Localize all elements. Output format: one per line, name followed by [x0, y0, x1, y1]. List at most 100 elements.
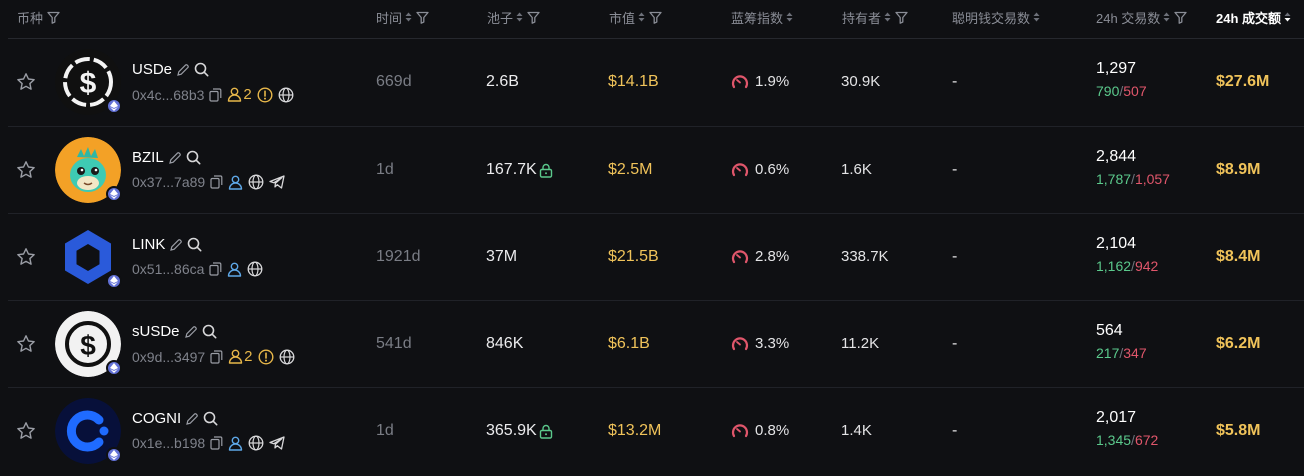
token-logo[interactable]: $ [55, 49, 121, 115]
header-token[interactable]: 币种 [17, 0, 60, 34]
user-icon[interactable] [227, 87, 242, 102]
filter-icon[interactable] [895, 11, 908, 24]
token-symbol[interactable]: USDe [132, 61, 209, 78]
table-row[interactable]: $ USDe 0x4c...68b3 2 669d 2.6B $14.1B 1.… [8, 38, 1304, 125]
buys-count: 217 [1096, 345, 1120, 361]
user-icon[interactable] [227, 262, 242, 277]
pool-liquidity: 365.9K [486, 422, 553, 440]
telegram-icon[interactable] [269, 175, 285, 189]
sort-icon[interactable] [405, 12, 412, 22]
sort-icon[interactable] [884, 12, 891, 22]
address-text: 0x51...86ca [132, 261, 205, 277]
token-address[interactable]: 0x9d...3497 2 [132, 348, 295, 365]
token-logo[interactable] [55, 137, 121, 203]
tx-count: 2,104 [1096, 235, 1137, 252]
star-icon[interactable] [16, 333, 38, 355]
ethereum-icon [106, 360, 122, 376]
token-address[interactable]: 0x1e...b198 [132, 435, 285, 451]
bluechip-value: 1.9% [755, 73, 790, 90]
split-slash: / [1131, 258, 1135, 274]
holders-count: 30.9K [841, 73, 881, 90]
header-tx24[interactable]: 24h 交易数 [1096, 0, 1187, 34]
copy-icon[interactable] [210, 349, 223, 364]
filter-icon[interactable] [416, 11, 429, 24]
table-row[interactable]: LINK 0x51...86ca 1921d 37M $21.5B 2.8% 3… [8, 213, 1304, 300]
token-symbol[interactable]: BZIL [132, 149, 201, 166]
token-address[interactable]: 0x51...86ca [132, 261, 263, 277]
header-tx24-label: 24h 交易数 [1096, 10, 1161, 26]
edit-icon[interactable] [184, 325, 198, 339]
pool-value: 37M [486, 248, 518, 265]
address-text: 0x37...7a89 [132, 174, 206, 190]
warning-icon[interactable] [258, 348, 274, 365]
star-icon[interactable] [16, 159, 38, 181]
edit-icon[interactable] [176, 63, 190, 77]
split-slash: / [1119, 345, 1124, 361]
header-holders[interactable]: 持有者 [842, 0, 908, 34]
edit-icon[interactable] [169, 238, 183, 252]
symbol-text: COGNI [132, 410, 182, 427]
filter-icon[interactable] [1174, 11, 1187, 24]
globe-icon[interactable] [247, 261, 263, 277]
smart-money-tx: - [952, 422, 958, 439]
token-address[interactable]: 0x4c...68b3 2 [132, 86, 294, 103]
search-icon[interactable] [194, 62, 209, 77]
star-icon[interactable] [16, 246, 38, 268]
copy-icon[interactable] [209, 262, 222, 276]
lock-icon [539, 163, 553, 178]
token-symbol[interactable]: COGNI [132, 410, 218, 427]
search-icon[interactable] [203, 411, 218, 426]
search-icon[interactable] [187, 237, 202, 252]
copy-icon[interactable] [209, 87, 222, 102]
bluechip-value: 3.3% [755, 335, 790, 352]
sort-icon[interactable] [1163, 12, 1170, 22]
sort-icon[interactable] [786, 12, 793, 22]
sort-icon[interactable] [1033, 12, 1040, 22]
globe-icon[interactable] [278, 87, 294, 103]
globe-icon[interactable] [248, 435, 264, 451]
copy-icon[interactable] [210, 436, 223, 450]
token-logo[interactable] [55, 398, 121, 464]
header-pool[interactable]: 池子 [487, 0, 540, 34]
telegram-icon[interactable] [269, 436, 285, 450]
ethereum-icon [106, 98, 122, 114]
header-bluechip[interactable]: 蓝筹指数 [731, 0, 793, 34]
filter-icon[interactable] [649, 11, 662, 24]
globe-icon[interactable] [248, 174, 264, 190]
token-symbol[interactable]: LINK [132, 236, 202, 253]
globe-icon[interactable] [279, 349, 295, 365]
filter-icon[interactable] [47, 11, 60, 24]
tx-count: 2,017 [1096, 409, 1137, 426]
table-row[interactable]: BZIL 0x37...7a89 1d 167.7K $2.5M 0.6% 1.… [8, 126, 1304, 213]
gauge-icon [731, 336, 749, 352]
sort-icon[interactable] [516, 12, 523, 22]
token-address[interactable]: 0x37...7a89 [132, 174, 285, 190]
holders-badge: 2 [244, 348, 253, 365]
buy-sell-split: 217/347 [1096, 345, 1147, 361]
header-vol24[interactable]: 24h 成交额 [1216, 0, 1291, 34]
age: 1921d [376, 248, 421, 265]
star-icon[interactable] [16, 71, 38, 93]
sort-icon[interactable] [638, 12, 645, 22]
header-mcap[interactable]: 市值 [609, 0, 662, 34]
star-icon[interactable] [16, 420, 38, 442]
search-icon[interactable] [202, 324, 217, 339]
table-row[interactable]: $ sUSDe 0x9d...3497 2 541d 846K $6.1B 3.… [8, 300, 1304, 387]
edit-icon[interactable] [168, 151, 182, 165]
header-smart-money[interactable]: 聪明钱交易数 [952, 0, 1040, 34]
warning-icon[interactable] [257, 86, 273, 103]
token-logo[interactable]: $ [55, 311, 121, 377]
table-row[interactable]: COGNI 0x1e...b198 1d 365.9K $13.2M 0.8% … [8, 387, 1304, 474]
user-icon[interactable] [228, 175, 243, 190]
edit-icon[interactable] [185, 412, 199, 426]
copy-icon[interactable] [210, 175, 223, 189]
search-icon[interactable] [186, 150, 201, 165]
market-cap: $13.2M [608, 422, 662, 439]
sort-desc-icon[interactable] [1284, 12, 1291, 22]
sells-count: 347 [1123, 345, 1147, 361]
token-symbol[interactable]: sUSDe [132, 323, 217, 340]
filter-icon[interactable] [527, 11, 540, 24]
user-icon[interactable] [228, 349, 243, 364]
header-age[interactable]: 时间 [376, 0, 429, 34]
user-icon[interactable] [228, 436, 243, 451]
